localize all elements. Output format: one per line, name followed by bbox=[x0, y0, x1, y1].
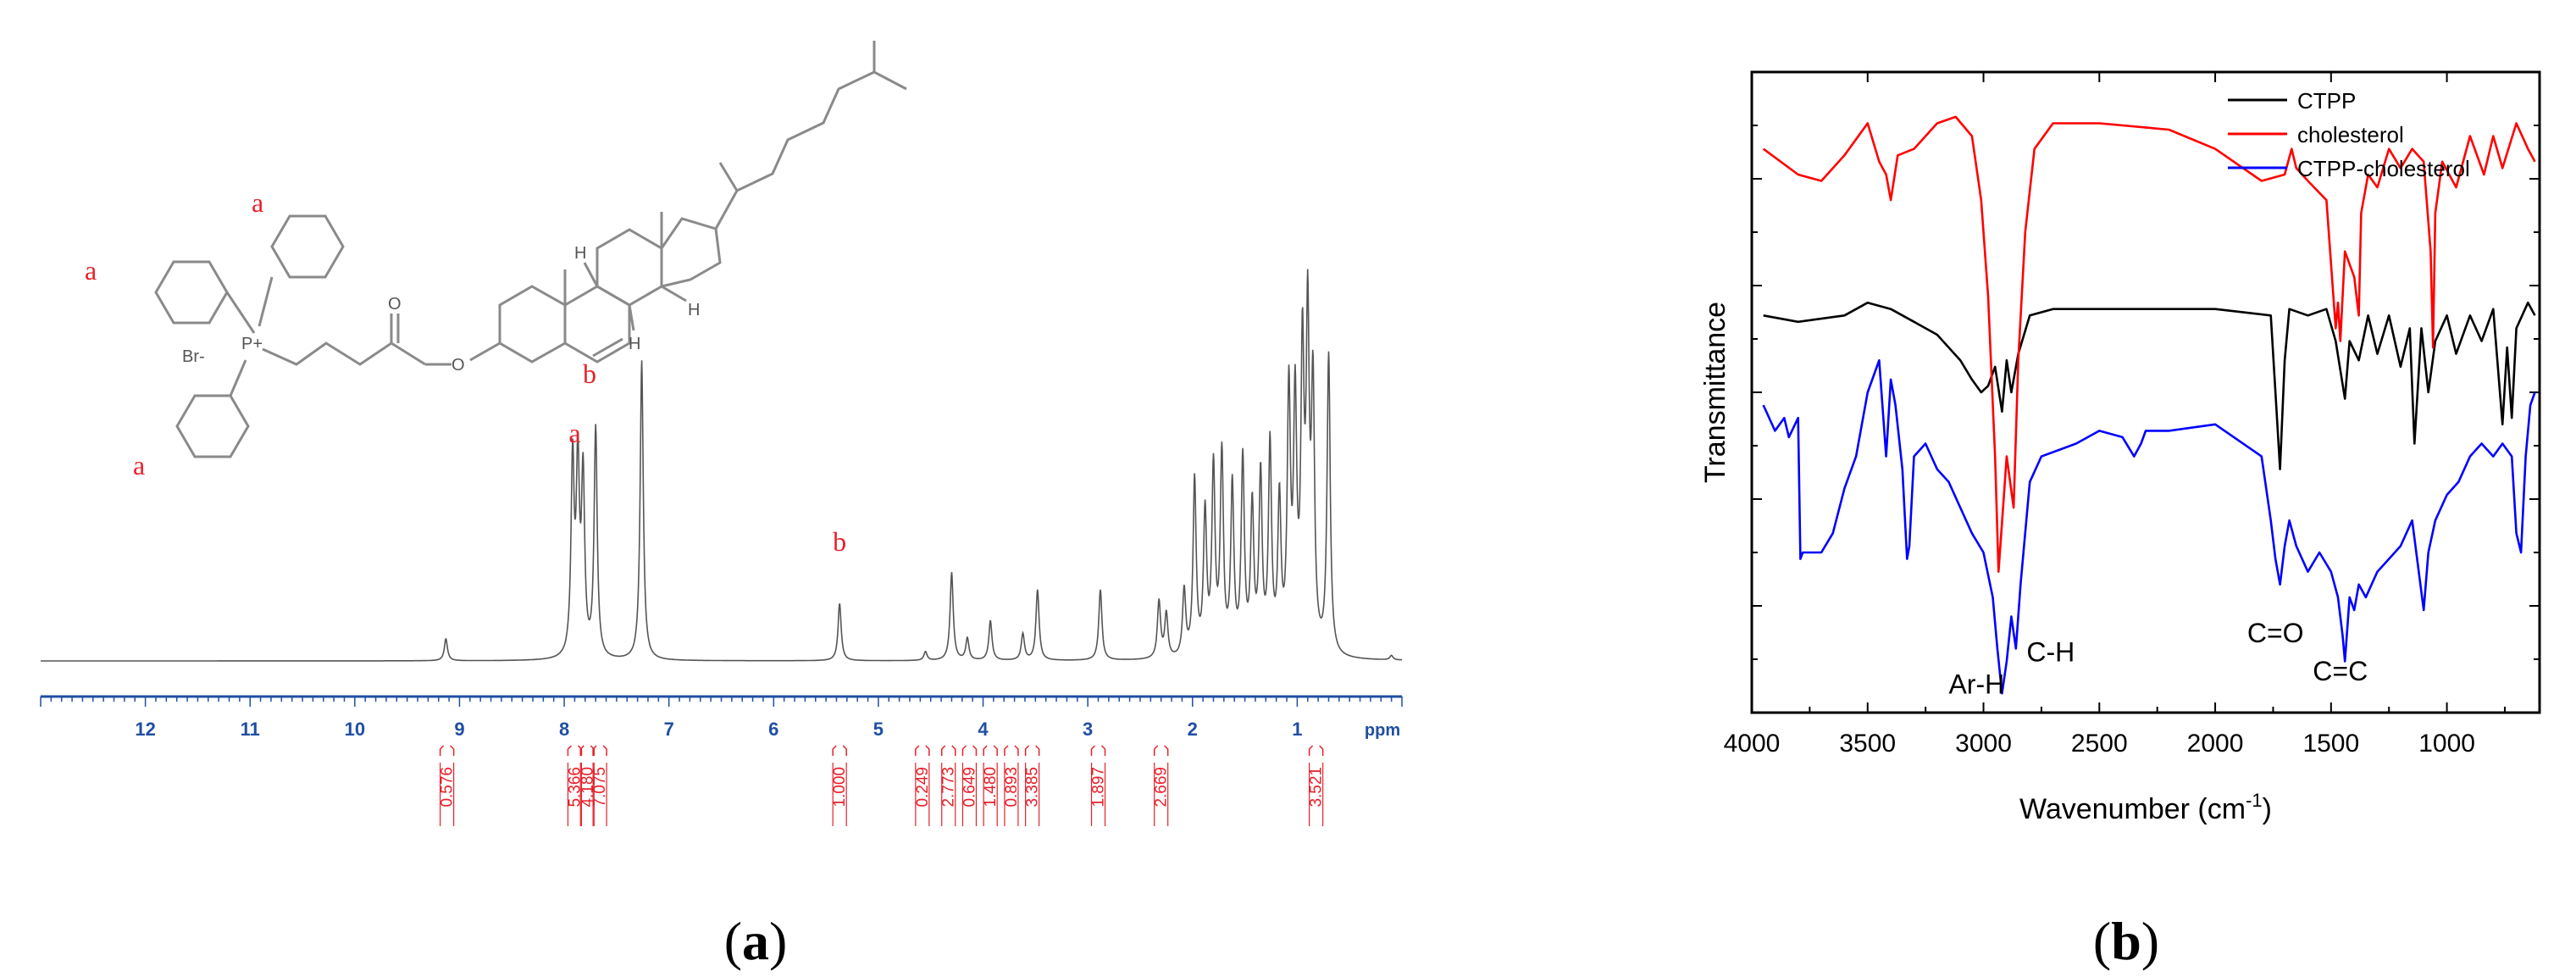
nmr-tick-label: 6 bbox=[768, 719, 778, 740]
nmr-unit-label: ppm bbox=[1365, 721, 1400, 740]
nmr-peak-labels: ab bbox=[568, 418, 846, 557]
ir-series bbox=[1762, 115, 2536, 695]
legend-label: cholesterol bbox=[2297, 122, 2404, 147]
integral-value: 2.773 bbox=[940, 767, 958, 808]
ir-annotation: C=O bbox=[2247, 618, 2304, 648]
side-chain bbox=[714, 70, 907, 230]
nmr-trace bbox=[41, 269, 1402, 662]
nmr-peak-label: b bbox=[833, 526, 846, 557]
x-tick-label: 3500 bbox=[1839, 730, 1896, 758]
hydrogen-label-2: H bbox=[629, 335, 640, 353]
structure-label-a-left: a bbox=[85, 255, 97, 286]
integral-value: 0.249 bbox=[914, 767, 932, 808]
nmr-tick-label: 7 bbox=[664, 719, 674, 740]
x-tick-label: 1500 bbox=[2302, 730, 2359, 758]
integral-bracket bbox=[439, 745, 455, 756]
ester-oxygen-label: O bbox=[451, 356, 465, 375]
y-axis-title: Transmittance bbox=[1699, 302, 1731, 483]
nmr-tick-label: 10 bbox=[345, 719, 365, 740]
phenyl-ring-lower bbox=[175, 394, 250, 458]
steroid-ring-b bbox=[563, 285, 631, 364]
butanoate-chain bbox=[262, 341, 426, 366]
integral-value: 0.649 bbox=[961, 767, 978, 808]
panel-label-b: (b) bbox=[2093, 911, 2159, 971]
nmr-peak-label: a bbox=[568, 418, 580, 448]
integral-value: 1.000 bbox=[831, 767, 849, 808]
series-line-ctpp bbox=[1763, 301, 2536, 470]
integral-value: 4.180 bbox=[579, 767, 596, 808]
integral-bracket bbox=[941, 745, 956, 756]
ir-annotation: C-H bbox=[2026, 637, 2075, 668]
nmr-tick-label: 9 bbox=[454, 719, 464, 740]
integral-value: 1.897 bbox=[1090, 767, 1108, 808]
steroid-ring-a bbox=[498, 285, 567, 364]
series-line-ctpp-cholesterol bbox=[1762, 358, 2536, 695]
x-tick-label: 2000 bbox=[2187, 730, 2244, 758]
structure-label-a-top: a bbox=[252, 187, 263, 218]
integral-bracket bbox=[1153, 745, 1169, 756]
integral-bracket bbox=[567, 745, 583, 756]
nmr-tick-label: 3 bbox=[1083, 719, 1093, 740]
panel-b-ftir: 4000 3500 3000 2500 2000 1500 1000 Ar-H C-H C=O C… bbox=[1699, 70, 2541, 971]
nmr-axis: 12 11 10 9 8 7 6 5 4 3 2 1 ppm bbox=[40, 695, 1403, 740]
integral-bracket bbox=[592, 745, 607, 756]
x-axis-title: Wavenumber (cm-1) bbox=[2019, 790, 2272, 825]
integral-bracket bbox=[1004, 745, 1019, 756]
ir-annotation: C=C bbox=[2313, 656, 2368, 686]
ir-annotation: Ar-H bbox=[1948, 669, 2004, 699]
integral-value: 0.576 bbox=[439, 767, 457, 808]
integral-value: 3.385 bbox=[1024, 767, 1042, 808]
integral-bracket bbox=[983, 745, 998, 756]
x-tick-label: 1000 bbox=[2418, 730, 2475, 758]
integral-bracket bbox=[915, 745, 930, 756]
series-line-cholesterol bbox=[1762, 115, 2536, 573]
integral-value: 1.480 bbox=[982, 767, 1000, 808]
legend-label: CTPP-cholesterol bbox=[2297, 156, 2470, 181]
panel-label-a: (a) bbox=[724, 911, 788, 971]
hydrogen-label-1: H bbox=[574, 244, 586, 263]
steroid-ring-d bbox=[660, 217, 722, 288]
x-tick-label: 2500 bbox=[2071, 730, 2128, 758]
nmr-tick-label: 4 bbox=[978, 719, 989, 740]
integral-bracket bbox=[832, 745, 847, 756]
legend-label: CTPP bbox=[2297, 88, 2356, 114]
structure-label-b: b bbox=[583, 358, 596, 389]
integral-value: 7.075 bbox=[591, 767, 609, 808]
integral-bracket bbox=[1308, 745, 1324, 756]
integral-value: 3.521 bbox=[1308, 767, 1326, 808]
nmr-tick-label: 5 bbox=[873, 719, 884, 740]
x-tick-label: 4000 bbox=[1724, 730, 1781, 758]
integral-value: 0.893 bbox=[1003, 767, 1021, 808]
x-tick-label: 3000 bbox=[1955, 730, 2012, 758]
ir-ticks: 4000 3500 3000 2500 2000 1500 1000 bbox=[1724, 72, 2540, 758]
structure-label-a-bottom: a bbox=[133, 450, 145, 480]
nmr-tick-label: 2 bbox=[1188, 719, 1198, 740]
nmr-tick-label: 8 bbox=[559, 719, 569, 740]
integral-value: 5.366 bbox=[566, 767, 584, 808]
bromide-label: Br- bbox=[182, 347, 205, 366]
carbonyl-oxygen-label: O bbox=[388, 295, 402, 314]
nmr-spectrum bbox=[41, 269, 1402, 662]
hydrogen-label-3: H bbox=[688, 301, 700, 319]
integral-bracket bbox=[1090, 745, 1106, 756]
integral-bracket bbox=[579, 745, 596, 756]
chemical-structure bbox=[154, 41, 907, 458]
integral-bracket bbox=[1024, 745, 1040, 756]
ir-annotations: Ar-H C-H C=O C=C bbox=[1948, 618, 2368, 699]
nmr-tick-label: 12 bbox=[135, 719, 155, 740]
nmr-tick-label: 11 bbox=[241, 719, 260, 740]
phosphonium-label: P+ bbox=[241, 335, 263, 353]
steroid-ring-c bbox=[596, 228, 663, 307]
panel-a-nmr: Br- P+ O O H H H a a a b 12 11 10 9 8 7 6 5 4 3 2 1… bbox=[40, 41, 1403, 971]
nmr-tick-label: 1 bbox=[1292, 719, 1302, 740]
legend: CTPP cholesterol CTPP-cholesterol bbox=[2228, 88, 2470, 181]
integral-value: 2.669 bbox=[1153, 767, 1171, 808]
integral-bracket bbox=[961, 745, 978, 756]
phenyl-ring-upper-right bbox=[270, 214, 345, 279]
phenyl-ring-upper-left bbox=[154, 260, 229, 325]
